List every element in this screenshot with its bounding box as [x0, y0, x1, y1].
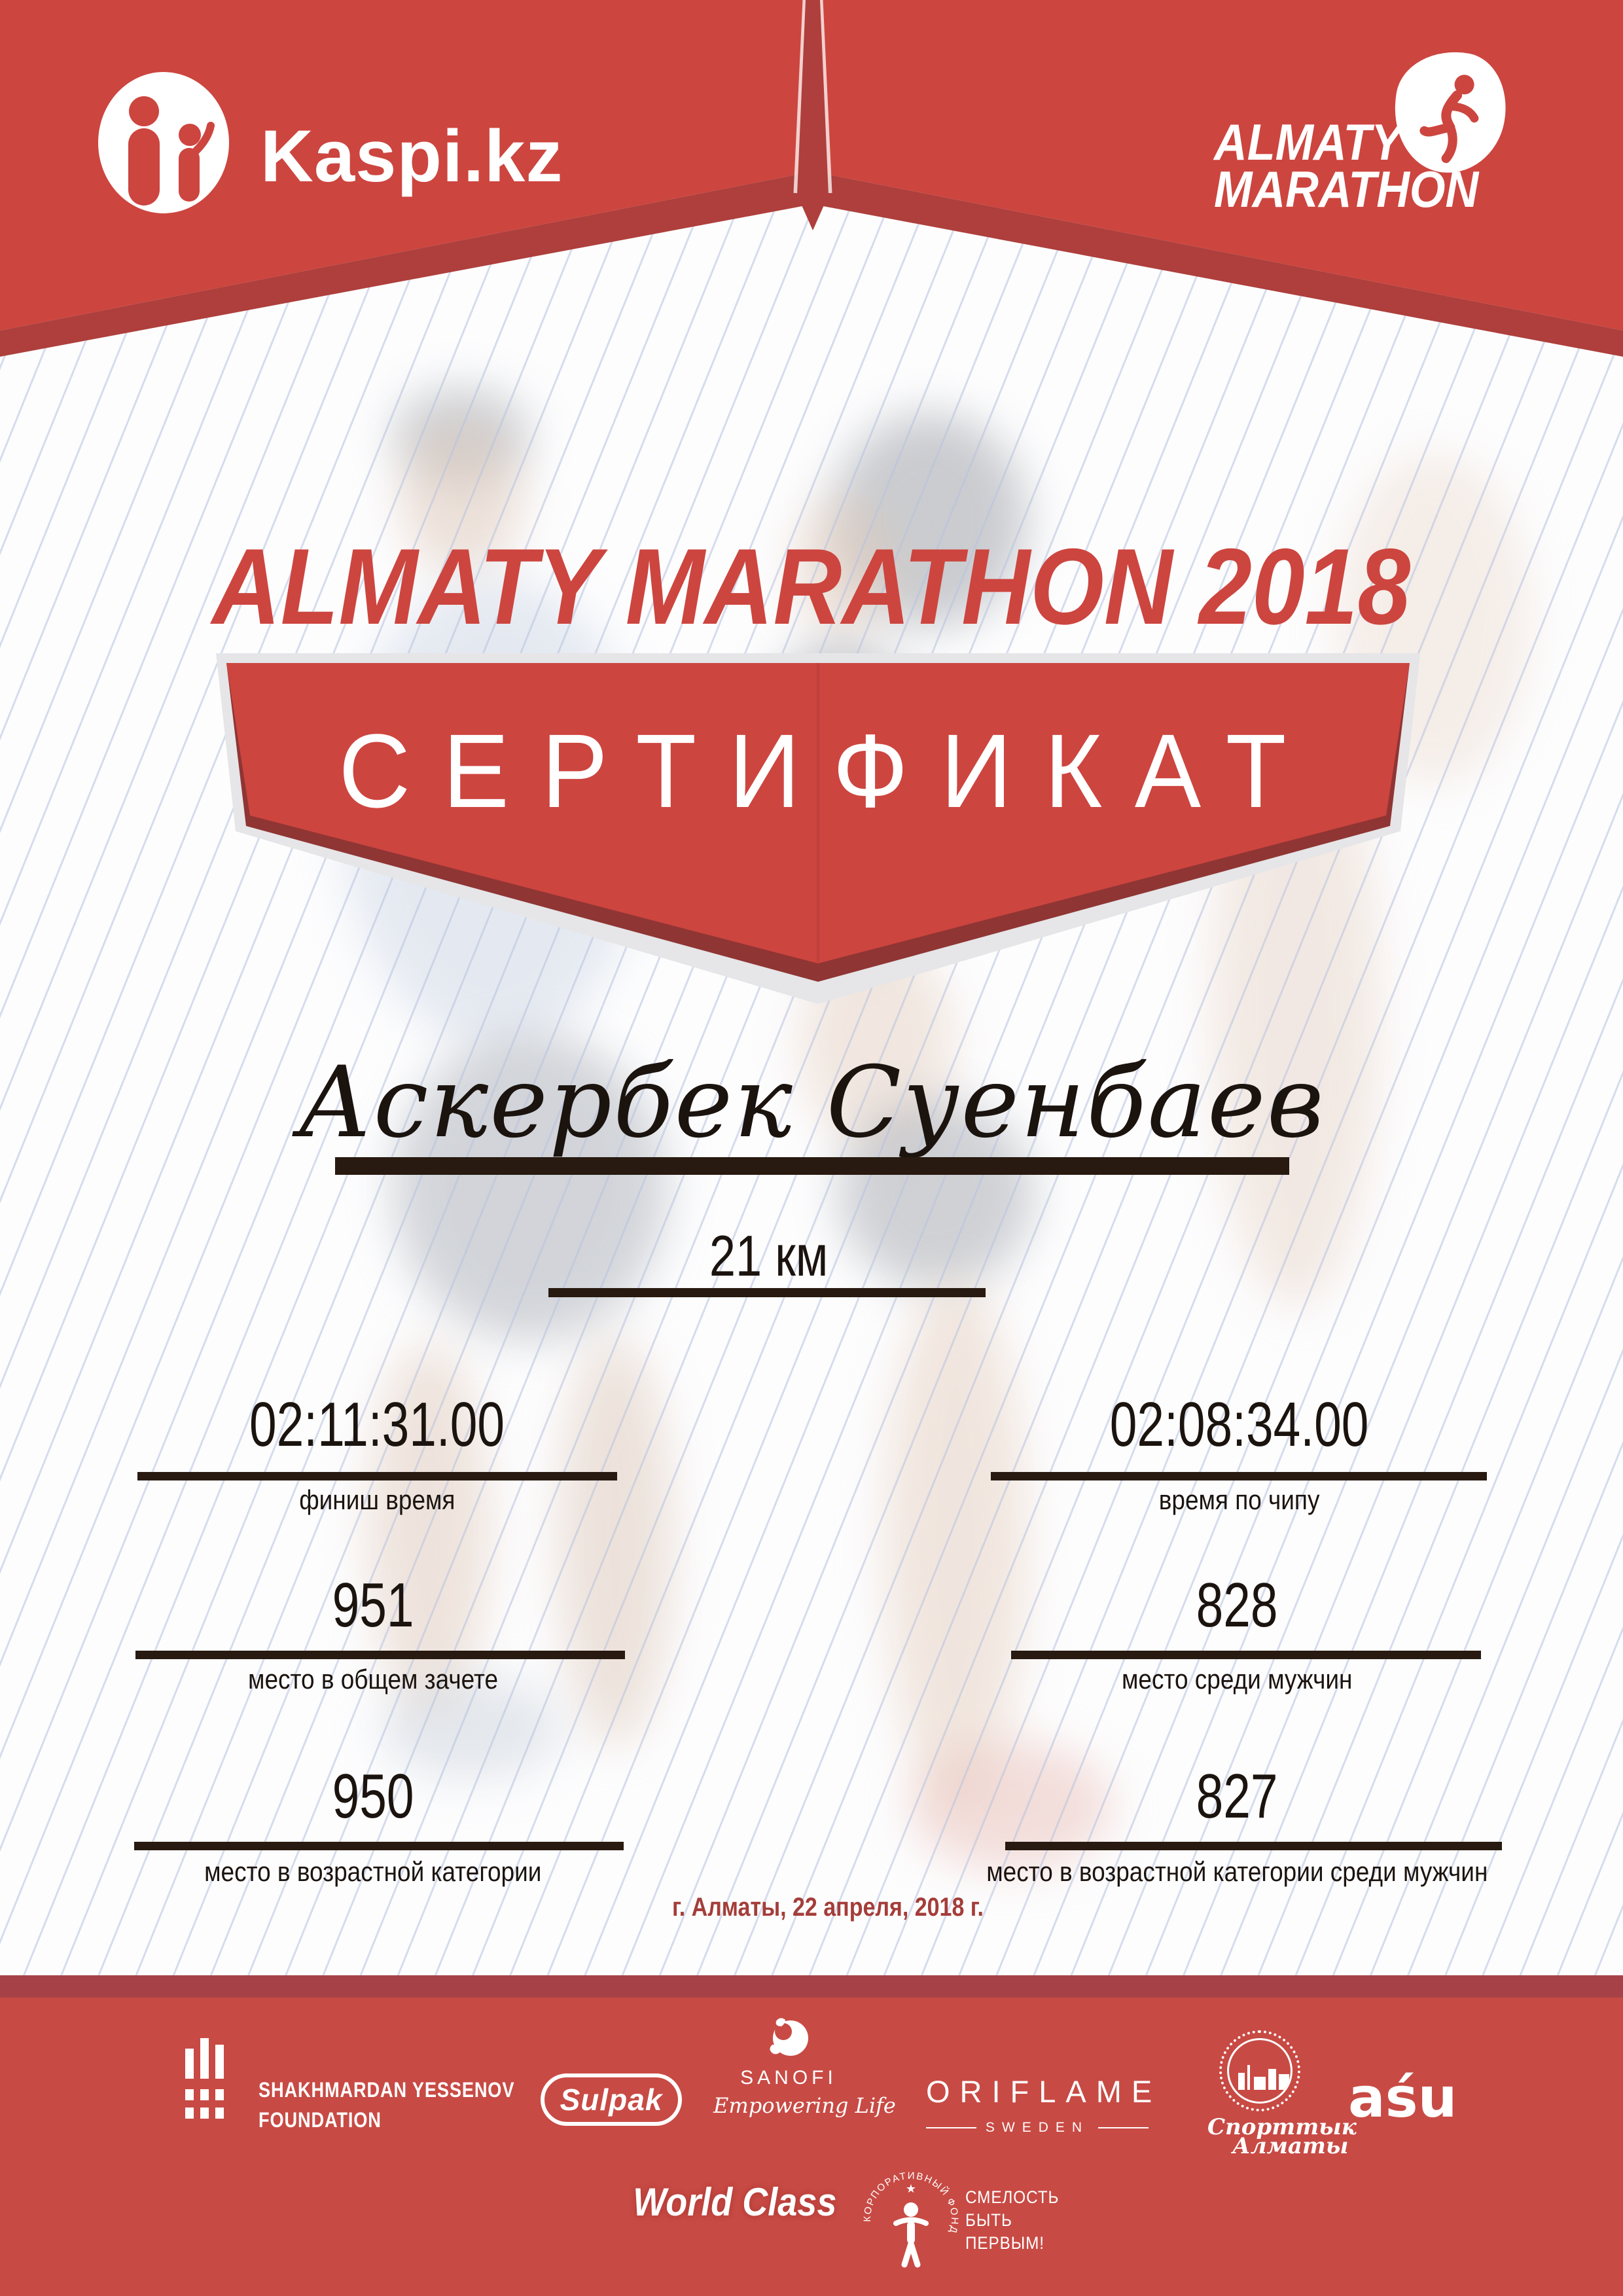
rule-right	[1098, 2127, 1149, 2128]
fold-highlight	[793, 0, 808, 194]
sanofi-name: SANOFI	[740, 2067, 837, 2089]
event-title: ALMATY MARATHON 2018	[212, 526, 1411, 647]
top-banner	[0, 0, 1623, 357]
oriflame-name: ORIFLAME	[926, 2074, 1162, 2109]
asu-logo: aśu	[1348, 2066, 1457, 2130]
rule-left	[926, 2127, 976, 2128]
stat-value: 02:11:31.00	[249, 1390, 505, 1460]
city-emblem-icon	[1219, 2030, 1300, 2111]
stat-underline	[134, 1842, 624, 1850]
stat-value: 950	[332, 1761, 414, 1831]
stat-label: место в возрастной категории	[204, 1856, 542, 1887]
yessenov-foundation-label: SHAKHMARDAN YESSENOV FOUNDATION	[259, 2078, 515, 2132]
name-underline	[335, 1157, 1289, 1175]
runner-icon	[1419, 75, 1479, 164]
runner-egg-icon	[1384, 42, 1515, 182]
almaty-marathon-logo-text: ALMATY MARATHON	[1214, 113, 1479, 218]
sport-almaty-logo: Спорттык Алматы	[1207, 2030, 1357, 2159]
stat-label: место в возрастной категории среди мужчи…	[986, 1856, 1488, 1887]
sponsors-footer: SHAKHMARDAN YESSENOV FOUNDATION Sulpak S…	[0, 1998, 1623, 2296]
stat-value: 951	[332, 1570, 414, 1640]
emblem-inner-ring	[1227, 2038, 1293, 2104]
certificate-ribbon	[216, 653, 1420, 1004]
stat-underline	[1005, 1842, 1502, 1850]
stat-value: 827	[1196, 1761, 1278, 1831]
sanofi-tagline: Empowering Life	[713, 2093, 896, 2118]
banner-center-fold	[797, 0, 829, 230]
almaty-line: ALMATY	[1214, 113, 1402, 171]
marathon-line: MARATHON	[1214, 160, 1479, 218]
worldclass-logo: World Class	[633, 2180, 837, 2224]
stat-underline	[1011, 1651, 1481, 1659]
fold-highlight	[818, 0, 832, 194]
distance-value: 21 км	[709, 1223, 829, 1288]
torch-figure-icon: КОРПОРАТИВНЫЙ ФОНД ★	[862, 2170, 959, 2268]
fond-slogan: СМЕЛОСТЬ БЫТЬ ПЕРВЫМ!	[965, 2187, 1060, 2253]
sanofi-logo: SANOFI Empowering Life	[713, 2016, 896, 2118]
certificate-heading: СЕРТИФИКАТ	[338, 712, 1319, 829]
kaspi-logo-text: Kaspi.kz	[260, 115, 563, 197]
bird-swoosh-icon	[770, 2018, 808, 2056]
city-skyline	[1229, 2064, 1291, 2090]
recipient-name: Аскербек Суенбаев	[298, 1046, 1325, 1160]
bars-grid-icon	[185, 2038, 226, 2123]
city-date-line: г. Алматы, 22 апреля, 2018 г.	[672, 1893, 984, 1922]
kaspi-family-icon	[98, 72, 229, 213]
sulpak-logo: Sulpak	[541, 2073, 682, 2126]
kaspi-logo: Kaspi.kz	[98, 71, 563, 215]
stat-label: место среди мужчин	[1121, 1664, 1353, 1695]
sport-almaty-label: Спорттык Алматы	[1207, 2114, 1357, 2159]
footer-accent-strip	[0, 1975, 1623, 1998]
stat-underline	[991, 1472, 1487, 1480]
ribbon-front	[226, 663, 1410, 963]
stat-underline	[135, 1651, 625, 1659]
stat-underline	[137, 1472, 617, 1480]
stat-value: 02:08:34.00	[1110, 1390, 1369, 1460]
stat-value: 828	[1196, 1570, 1278, 1640]
stat-label: время по чипу	[1159, 1484, 1320, 1515]
star-icon: ★	[906, 2182, 916, 2195]
stat-label: финиш время	[298, 1484, 455, 1515]
oriflame-country-row: SWEDEN	[926, 2120, 1149, 2136]
oriflame-country: SWEDEN	[985, 2120, 1090, 2135]
oriflame-logo: ORIFLAME SWEDEN	[926, 2073, 1162, 2136]
distance-underline	[548, 1288, 986, 1297]
almaty-marathon-logo: ALMATY MARATHON	[1214, 42, 1594, 229]
stat-label: место в общем зачете	[247, 1664, 498, 1695]
